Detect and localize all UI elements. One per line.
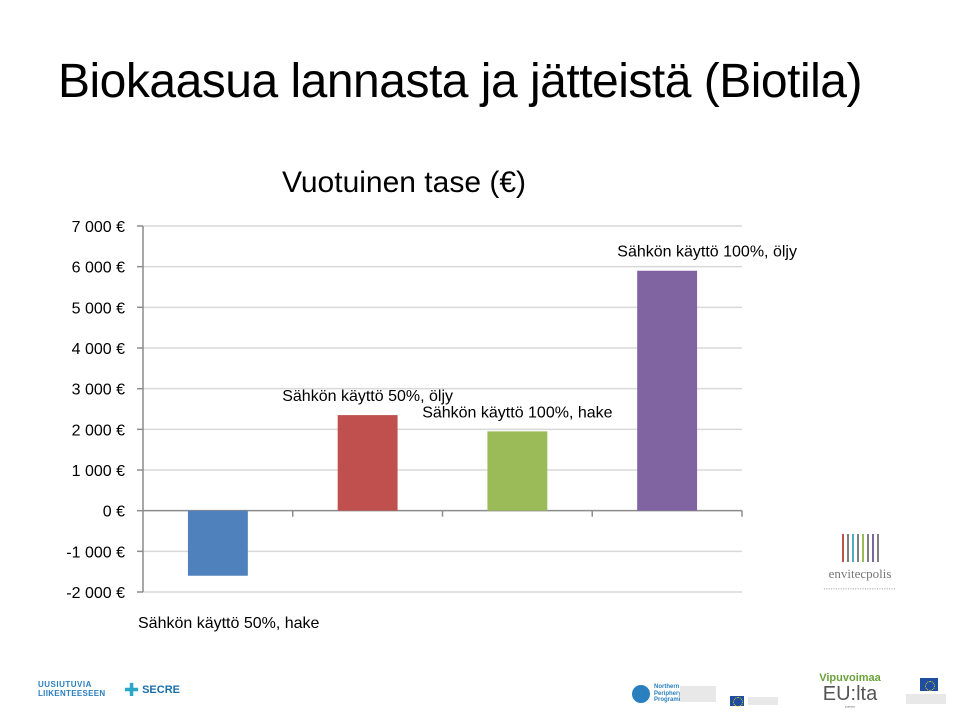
- uusiutuvia-logo: UUSIUTUVIA LIIKENTEESEEN: [38, 680, 108, 698]
- npp-fineprint-icon: [680, 686, 716, 702]
- envitecpolis-tagline-icon: ▪▪▪▪▪▪▪▪▪▪▪▪▪▪▪▪▪▪▪▪▪▪▪▪▪▪▪▪▪▪: [823, 586, 897, 591]
- y-tick-label: -1 000 €: [66, 544, 125, 561]
- category-label-1: Sähkön käyttö 50%, hake: [138, 615, 320, 632]
- category-label-2: Sähkön käyttö 50%, öljy: [282, 388, 453, 405]
- envitecpolis-name: envitecpolis: [828, 566, 892, 581]
- envitecpolis-bar: [846, 534, 849, 562]
- npp-line2: Periphery: [654, 690, 682, 697]
- chart-title: Vuotuinen tase (€): [282, 166, 526, 199]
- y-tick-label: 3 000 €: [72, 382, 125, 399]
- y-tick-label: 1 000 €: [72, 463, 125, 480]
- secre-name: SECRE: [142, 684, 180, 696]
- eu-flag-right-icon: [920, 678, 938, 691]
- npp-line3: Programme: [654, 697, 688, 704]
- y-tick-label: 6 000 €: [72, 260, 125, 277]
- slide-title: Biokaasua lannasta ja jätteistä (Biotila…: [58, 55, 862, 108]
- data-labels: Sähkön käyttö 50%, hake Sähkön käyttö 50%…: [138, 244, 797, 632]
- northern-periphery-logo: Northern Periphery Programme: [632, 682, 722, 706]
- bar-2: [337, 415, 398, 511]
- y-tick-label: 2 000 €: [72, 422, 125, 439]
- eu-right-fineprint-icon: [906, 694, 946, 704]
- envitecpolis-bar: [861, 534, 864, 562]
- eu-fineprint-icon: [748, 697, 778, 705]
- secre-mark-icon: ✚: [124, 680, 140, 700]
- envitecpolis-bar: [876, 534, 879, 562]
- npp-line1: Northern: [654, 684, 680, 691]
- y-tick-label: 5 000 €: [72, 300, 125, 317]
- y-axis-ticks: 7 000 € 6 000 € 5 000 € 4 000 € 3 000 € 2 000…: [66, 219, 125, 602]
- category-label-3: Sähkön käyttö 100%, hake: [422, 404, 612, 421]
- uusiutuvia-line2: LIIKENTEESEEN: [38, 689, 106, 698]
- envitecpolis-bar: [851, 534, 854, 562]
- y-tick-label: 0 €: [103, 504, 125, 521]
- y-tick-label: 7 000 €: [72, 219, 125, 236]
- vipuvoimaa-fineprint-icon: ▪▪▪▪▪▪▪: [845, 704, 855, 709]
- y-tick-label: -2 000 €: [66, 585, 125, 602]
- bar-1: [187, 510, 248, 576]
- envitecpolis-bars-icon: [800, 534, 920, 562]
- bar-4: [637, 270, 698, 511]
- y-tick-label: 4 000 €: [72, 341, 125, 358]
- envitecpolis-bar: [841, 534, 844, 562]
- envitecpolis-logo: envitecpolis ▪▪▪▪▪▪▪▪▪▪▪▪▪▪▪▪▪▪▪▪▪▪▪▪▪▪▪…: [800, 534, 920, 594]
- npp-text: Northern Periphery Programme: [654, 684, 687, 704]
- bar-3: [487, 431, 548, 511]
- uusiutuvia-line1: UUSIUTUVIA: [38, 680, 92, 689]
- envitecpolis-bar: [871, 534, 874, 562]
- envitecpolis-bar: [856, 534, 859, 562]
- secre-logo: ✚ SECRE: [124, 680, 180, 700]
- chart-bars: [187, 270, 698, 576]
- envitecpolis-bar: [866, 534, 869, 562]
- vipuvoimaa-logo: Vipuvoimaa EU:lta ▪▪▪▪▪▪▪: [800, 672, 900, 709]
- npp-circle-icon: [632, 685, 650, 703]
- category-label-4: Sähkön käyttö 100%, öljy: [617, 244, 797, 261]
- vipuvoimaa-line2: EU:lta: [822, 683, 878, 705]
- eu-flag-icon: [730, 696, 744, 707]
- vipuvoimaa-line1: Vipuvoimaa: [819, 672, 881, 684]
